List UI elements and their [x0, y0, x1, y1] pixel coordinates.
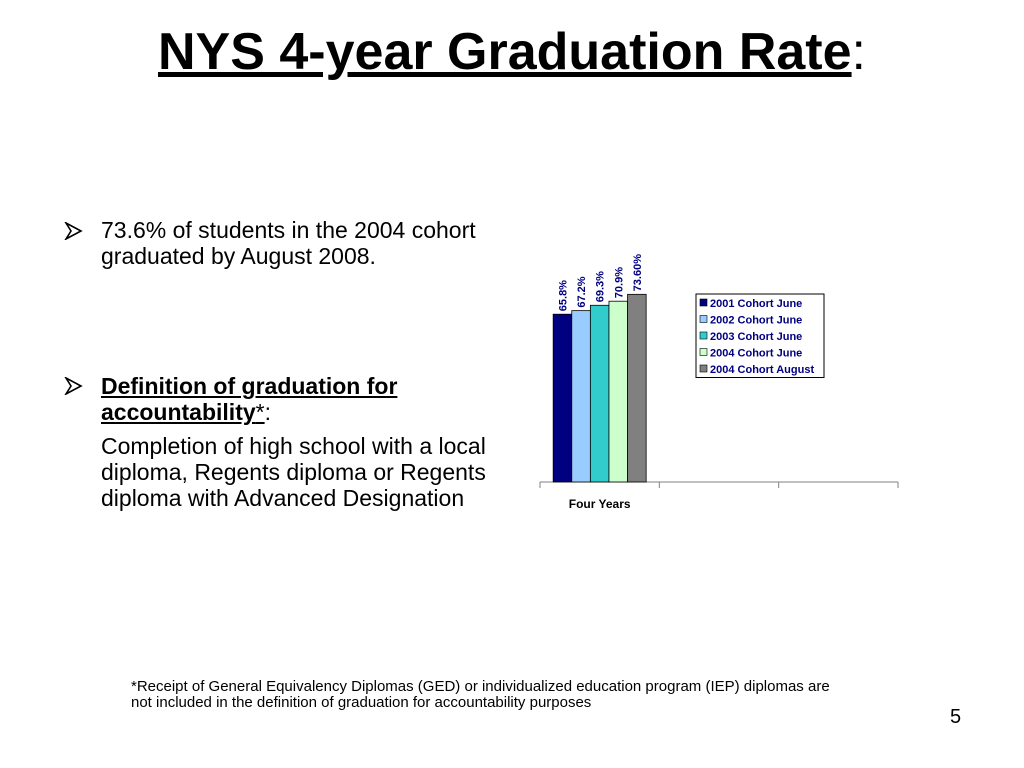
bar: [608, 300, 628, 483]
bullet: Definition of graduation for accountabil…: [101, 373, 501, 511]
title-text: NYS 4-year Graduation Rate: [158, 23, 852, 81]
legend-label: 2002 Cohort June: [710, 315, 802, 327]
footnote-marker: *: [255, 399, 265, 425]
legend-label: 2004 Cohort June: [710, 348, 802, 360]
bullet: 73.6% of students in the 2004 cohort gra…: [101, 217, 476, 269]
legend-swatch: [699, 364, 708, 373]
footnote: *Receipt of General Equivalency Diplomas…: [131, 678, 830, 711]
legend-swatch: [699, 315, 708, 323]
legend-box: [695, 293, 825, 378]
bar: [627, 293, 647, 483]
bar: [589, 304, 610, 483]
page-number: 5: [950, 706, 962, 728]
bar: [571, 310, 591, 483]
legend-label: 2001 Cohort June: [710, 298, 802, 310]
data-label: 70.9%: [613, 267, 625, 298]
data-label: 65.8%: [557, 280, 569, 311]
title-suffix: :: [851, 23, 866, 81]
bullet-text: Completion of high school with a local d…: [101, 433, 486, 511]
legend-label: 2004 Cohort August: [710, 364, 814, 376]
data-label: 67.2%: [576, 276, 588, 307]
data-label: 73.60%: [632, 254, 644, 292]
bullet-icon: [64, 377, 83, 395]
bullet-icon: [64, 222, 83, 240]
bullet-heading: Definition of graduation for accountabil…: [101, 373, 398, 425]
legend-swatch: [699, 298, 708, 307]
heading-suffix: :: [264, 399, 271, 425]
bar: [552, 313, 573, 483]
legend-swatch: [699, 331, 708, 340]
legend-swatch: [699, 348, 708, 356]
data-label: 69.3%: [595, 271, 607, 302]
slide-title: NYS 4-year Graduation Rate:: [0, 22, 1024, 82]
x-tick-label: Four Years: [569, 497, 631, 511]
legend-label: 2003 Cohort June: [710, 331, 802, 343]
